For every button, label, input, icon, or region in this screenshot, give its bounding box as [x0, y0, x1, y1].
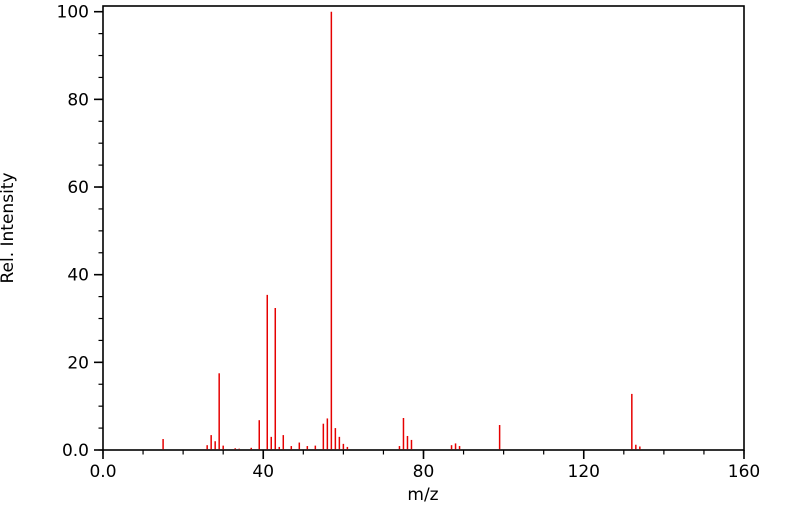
y-tick-label: 80 [67, 90, 89, 110]
y-axis-label: Rel. Intensity [0, 172, 18, 284]
x-tick-label: 40 [252, 462, 274, 482]
x-tick-label: 0.0 [89, 462, 116, 482]
y-tick-label: 100 [57, 3, 89, 23]
x-tick-label: 80 [413, 462, 435, 482]
plot-frame [102, 5, 745, 451]
x-axis-label: m/z [407, 485, 439, 505]
x-tick-label: 160 [728, 462, 760, 482]
y-tick-label: 0.0 [62, 441, 89, 461]
y-tick-label: 20 [67, 353, 89, 373]
y-tick-label: 40 [67, 266, 89, 286]
x-tick-label: 120 [568, 462, 600, 482]
y-tick-label: 60 [67, 178, 89, 198]
